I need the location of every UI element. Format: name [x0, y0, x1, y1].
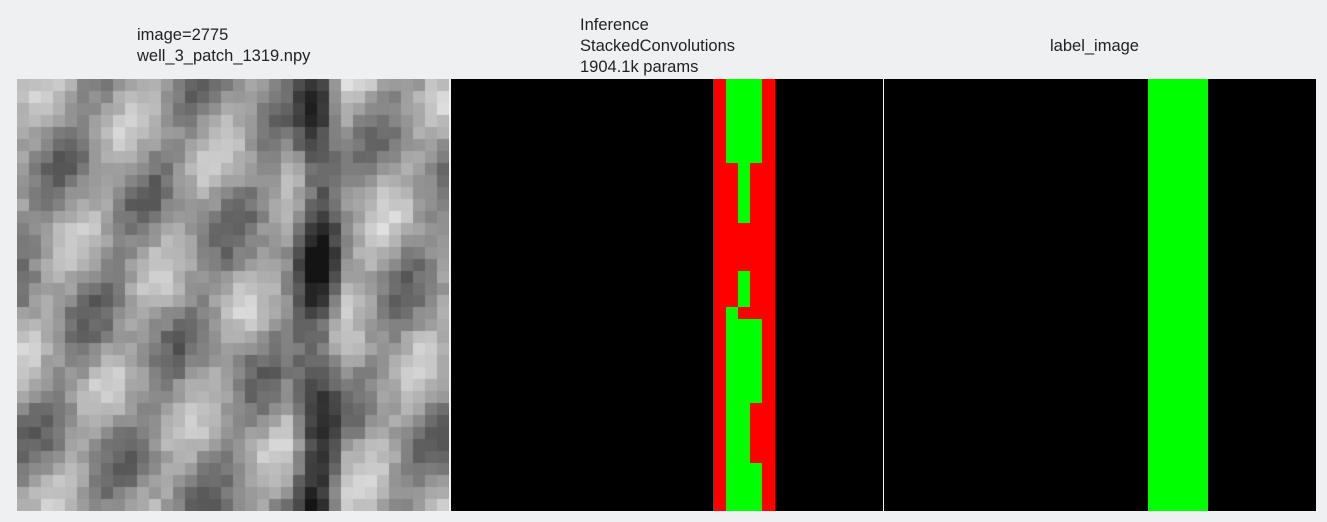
inference-mask: [451, 79, 883, 511]
label-mask: [884, 79, 1316, 511]
label-panel: [884, 79, 1316, 511]
caption-line: 1904.1k params: [580, 58, 699, 76]
green-region-upper: [726, 79, 762, 223]
caption-line: StackedConvolutions: [580, 37, 736, 55]
panel-caption-input: image=2775 well_3_patch_1319.npy: [137, 25, 310, 67]
green-region-lower: [726, 307, 762, 511]
green-region-middle: [738, 271, 750, 307]
caption-line: well_3_patch_1319.npy: [137, 47, 311, 65]
inference-panel: [451, 79, 883, 511]
grayscale-patch-image: [17, 79, 449, 511]
caption-line: image=2775: [137, 26, 229, 44]
mask-background: [884, 79, 1316, 511]
mask-background: [451, 79, 883, 511]
green-band: [1148, 79, 1208, 511]
caption-line: label_image: [1050, 37, 1139, 55]
input-image-panel: [17, 79, 449, 511]
panel-caption-label: label_image: [1050, 36, 1139, 57]
caption-line: Inference: [580, 16, 649, 34]
panel-caption-inference: Inference StackedConvolutions 1904.1k pa…: [580, 15, 735, 78]
